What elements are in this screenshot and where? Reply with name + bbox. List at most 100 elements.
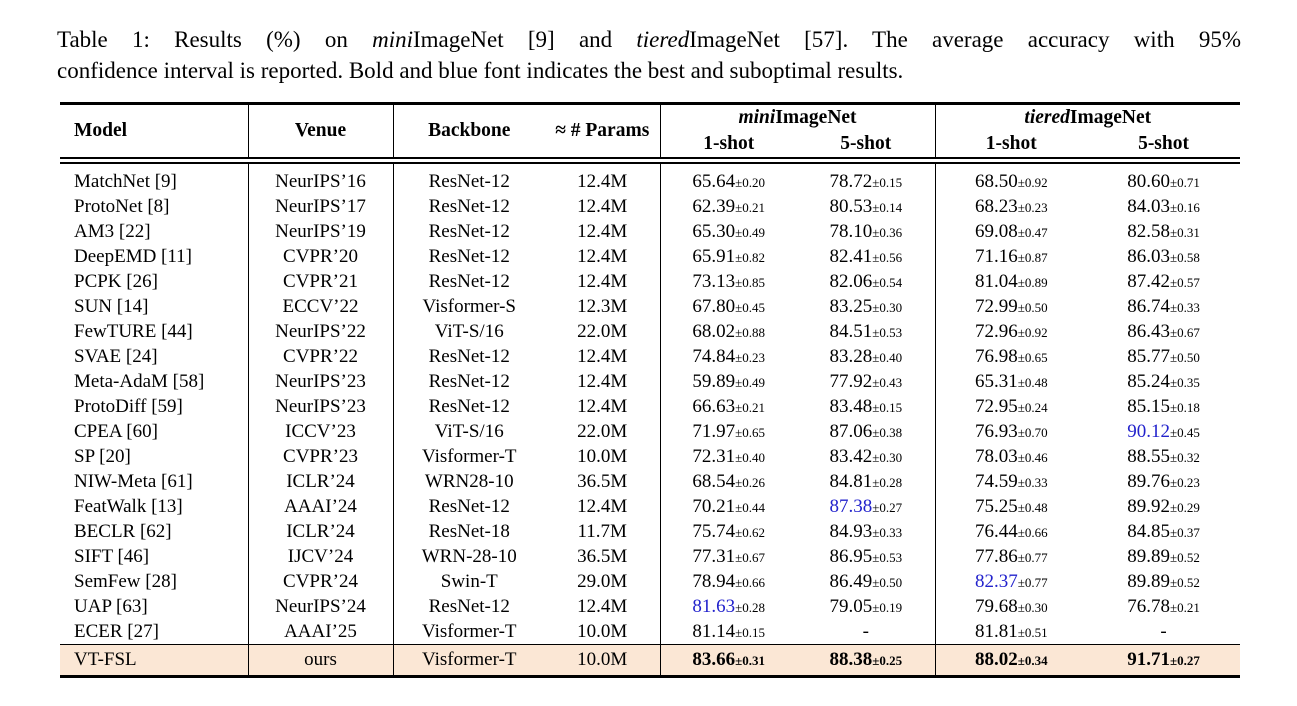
model-cell: ProtoNet [8] — [60, 194, 249, 219]
confidence-interval: ±0.52 — [1169, 549, 1200, 565]
result-value: 83.48 — [829, 395, 873, 417]
result-cell: 73.13±0.85 — [660, 269, 797, 294]
venue-cell: NeurIPS’19 — [248, 219, 394, 244]
venue-cell: CVPR’20 — [248, 244, 394, 269]
result-value: 87.06 — [829, 420, 873, 442]
confidence-interval: ±0.82 — [735, 249, 766, 265]
confidence-interval: ±0.66 — [735, 574, 766, 590]
result-cell: 84.85±0.37 — [1087, 519, 1240, 544]
confidence-interval: ±0.47 — [1017, 224, 1048, 240]
result-value: 91.71 — [1127, 649, 1170, 670]
result-value: 78.72 — [829, 170, 873, 192]
backbone-cell: ResNet-12 — [428, 370, 510, 392]
result-value: 80.53 — [829, 195, 873, 217]
result-cell: 87.38±0.27 — [797, 494, 936, 519]
table-row: FewTURE [44] NeurIPS’22 ViT-S/16 22.0M 68.02… — [60, 319, 1240, 344]
venue-cell: ours — [248, 644, 394, 677]
backbone-cell: ViT-S/16 — [434, 420, 504, 442]
result-cell: 76.98±0.65 — [935, 344, 1087, 369]
model-cell: FewTURE [44] — [60, 319, 249, 344]
confidence-interval: ±0.56 — [872, 249, 903, 265]
backbone-cell: ResNet-12 — [428, 395, 510, 417]
column-header-model: Model — [60, 103, 249, 164]
result-value: 89.89 — [1127, 570, 1170, 592]
model-cell: SVAE [24] — [60, 344, 249, 369]
result-cell: 84.81±0.28 — [797, 469, 936, 494]
result-value: 83.66 — [692, 649, 736, 670]
params-cell: 12.4M — [545, 269, 661, 294]
confidence-interval: ±0.66 — [1017, 524, 1048, 540]
result-value: 78.94 — [692, 570, 736, 592]
result-cell: 80.53±0.14 — [797, 194, 936, 219]
result-cell: 83.28±0.40 — [797, 344, 936, 369]
result-value: 89.92 — [1127, 495, 1170, 517]
result-value: 89.89 — [1127, 545, 1170, 567]
confidence-interval: ±0.24 — [1017, 399, 1048, 415]
confidence-interval: ±0.23 — [1017, 199, 1048, 215]
result-value: 65.64 — [692, 170, 736, 192]
backbone-cell: WRN28-10 — [424, 470, 514, 492]
result-cell: 89.92±0.29 — [1087, 494, 1240, 519]
venue-cell: AAAI’25 — [248, 619, 394, 645]
confidence-interval: ±0.50 — [1169, 349, 1200, 365]
caption-line-2: confidence interval is reported. Bold an… — [57, 58, 904, 83]
result-cell: 83.25±0.30 — [797, 294, 936, 319]
result-cell: 77.31±0.67 — [660, 544, 797, 569]
params-cell: 12.4M — [545, 244, 661, 269]
table-row: SemFew [28] CVPR’24 Swin-T 29.0M 78.94±0.66 8… — [60, 569, 1240, 594]
result-value-suboptimal: 87.38 — [829, 495, 873, 517]
params-cell: 10.0M — [545, 444, 661, 469]
result-value: 86.95 — [829, 545, 873, 567]
confidence-interval: ±0.50 — [1017, 299, 1048, 315]
backbone-cell: ResNet-12 — [428, 270, 510, 292]
subheader-mini-1shot: 1-shot — [660, 131, 797, 164]
backbone-cell: ResNet-12 — [428, 195, 510, 217]
model-cell: VT-FSL — [60, 644, 249, 677]
subheader-mini-5shot: 5-shot — [797, 131, 936, 164]
confidence-interval: ±0.67 — [1169, 324, 1200, 340]
result-cell: 82.58±0.31 — [1087, 219, 1240, 244]
model-cell: SP [20] — [60, 444, 249, 469]
backbone-cell: Visformer-S — [422, 295, 516, 317]
column-header-backbone: Backbone — [393, 103, 545, 164]
result-cell: 82.37±0.77 — [935, 569, 1087, 594]
backbone-cell: Swin-T — [440, 570, 498, 592]
result-cell: - — [797, 619, 936, 645]
confidence-interval: ±0.36 — [872, 224, 903, 240]
confidence-interval: ±0.57 — [1169, 274, 1200, 290]
result-cell: 81.81±0.51 — [935, 619, 1087, 645]
backbone-cell: ResNet-12 — [428, 220, 510, 242]
result-value: 75.25 — [974, 495, 1018, 517]
result-cell: 76.78±0.21 — [1087, 594, 1240, 619]
venue-cell: NeurIPS’22 — [248, 319, 394, 344]
confidence-interval: ±0.21 — [735, 399, 766, 415]
confidence-interval: ±0.87 — [1017, 249, 1048, 265]
results-table-body: MatchNet [9] NeurIPS’16 ResNet-12 12.4M 65.6… — [60, 160, 1241, 677]
result-value: 68.02 — [692, 320, 736, 342]
confidence-interval: ±0.31 — [1169, 224, 1200, 240]
result-value: 86.43 — [1127, 320, 1170, 342]
result-cell: 66.63±0.21 — [660, 394, 797, 419]
result-value: 85.77 — [1127, 345, 1170, 367]
result-value: 88.38 — [829, 649, 873, 670]
confidence-interval: ±0.16 — [1169, 199, 1200, 215]
result-value: 72.95 — [974, 395, 1018, 417]
result-cell: 89.89±0.52 — [1087, 569, 1240, 594]
confidence-interval: ±0.23 — [1169, 474, 1200, 490]
result-value: 81.04 — [974, 270, 1018, 292]
result-value: 72.96 — [974, 320, 1018, 342]
backbone-cell: Visformer-T — [393, 644, 545, 677]
confidence-interval: ±0.38 — [872, 424, 903, 440]
confidence-interval: ±0.54 — [872, 274, 903, 290]
result-cell: 85.15±0.18 — [1087, 394, 1240, 419]
result-value: 86.74 — [1127, 295, 1170, 317]
result-value: 76.93 — [974, 420, 1018, 442]
result-cell: 65.30±0.49 — [660, 219, 797, 244]
venue-cell: ICLR’24 — [248, 469, 394, 494]
result-cell: 65.31±0.48 — [935, 369, 1087, 394]
result-cell: 70.21±0.44 — [660, 494, 797, 519]
confidence-interval: ±0.65 — [735, 424, 766, 440]
result-cell: 87.06±0.38 — [797, 419, 936, 444]
result-cell: 81.63±0.28 — [660, 594, 797, 619]
confidence-interval: ±0.35 — [1169, 374, 1200, 390]
